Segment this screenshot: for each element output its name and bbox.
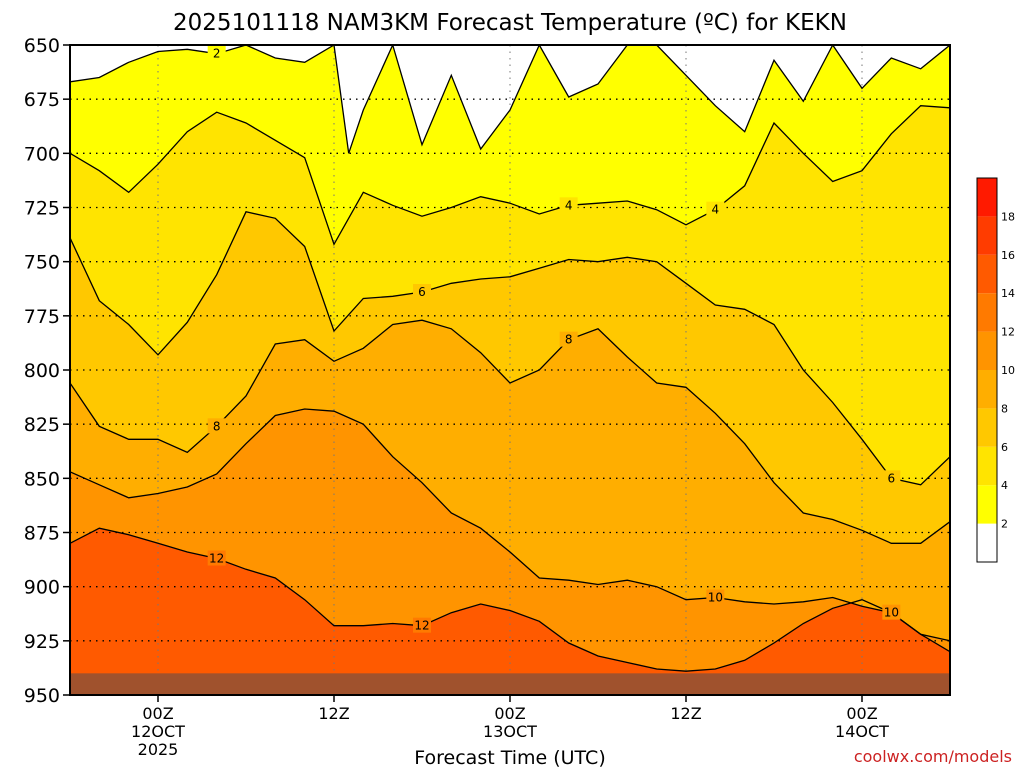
y-tick-label-675: 675 — [24, 89, 60, 111]
y-tick-label-875: 875 — [24, 523, 60, 545]
contour-label-bg-12-0 — [207, 550, 226, 566]
contour-labels: 2 4 4 6 6 8 8 10 10 12 12 — [207, 45, 901, 633]
contour-label-8-1: 8 — [213, 419, 221, 433]
contour-label-bg-12-1 — [413, 617, 431, 633]
colorbar-label-4: 4 — [1001, 479, 1008, 492]
colorbar-swatch-6 — [977, 293, 997, 332]
chart-title: 2025101118 NAM3KM Forecast Temperature (… — [173, 10, 847, 36]
contour-label-2-0: 2 — [213, 47, 221, 61]
x-tick-label-54-0: 00Z — [846, 704, 877, 723]
contour-label-bg-6-0 — [413, 284, 431, 299]
contour-label-bg-8-0 — [559, 331, 578, 347]
colorbar-swatch-1 — [977, 485, 997, 524]
colorbar-swatch-2 — [977, 446, 997, 486]
y-axis: 650 675 700 725 750 775 800 825 850 875 900 925 950 — [24, 35, 70, 707]
y-tick-label-700: 700 — [24, 143, 60, 165]
contour-label-6-1: 6 — [888, 471, 896, 485]
y-tick-label-850: 850 — [24, 468, 60, 490]
colorbar: 2 4 6 8 10 12 14 16 18 — [976, 177, 1015, 563]
colorbar-label-12: 12 — [1001, 326, 1015, 339]
x-tick-label-6-1: 12OCT — [131, 722, 185, 741]
contour-label-bg-10-1 — [706, 589, 725, 605]
x-tick-label-30-0: 00Z — [494, 704, 525, 723]
contour-label-bg-4-1 — [559, 197, 578, 213]
y-tick-label-800: 800 — [24, 360, 60, 382]
colorbar-swatch-4 — [977, 370, 997, 409]
colorbar-label-14: 14 — [1001, 287, 1015, 300]
contour-label-4-1: 4 — [565, 198, 573, 212]
contour-lines — [70, 45, 950, 672]
contour-label-4-0: 4 — [712, 203, 720, 217]
contour-label-10-1: 10 — [708, 591, 723, 605]
y-tick-label-825: 825 — [24, 414, 60, 436]
x-tick-label-6-2: 2025 — [138, 740, 179, 759]
colorbar-swatch-7 — [977, 254, 997, 294]
y-tick-label-950: 950 — [24, 685, 60, 707]
contour-label-12-0: 12 — [209, 552, 224, 566]
contour-label-bg-10-0 — [882, 604, 901, 620]
x-tick-label-54-1: 14OCT — [835, 722, 889, 741]
x-tick-label-18-0: 12Z — [318, 704, 349, 723]
contour-label-bg-4-0 — [706, 201, 725, 217]
fill-band-below-2 — [70, 45, 950, 154]
y-tick-label-775: 775 — [24, 306, 60, 328]
y-tick-label-925: 925 — [24, 631, 60, 653]
colorbar-label-10: 10 — [1001, 364, 1015, 377]
colorbar-label-18: 18 — [1001, 210, 1015, 223]
x-tick-label-30-1: 13OCT — [483, 722, 537, 741]
colorbar-label-2: 2 — [1001, 518, 1008, 531]
ground-surface — [70, 673, 950, 695]
colorbar-swatch-8 — [977, 216, 997, 255]
contour-label-10-0: 10 — [884, 606, 899, 620]
colorbar-label-6: 6 — [1001, 441, 1008, 454]
colorbar-swatch-0 — [977, 523, 997, 562]
colorbar-label-16: 16 — [1001, 249, 1015, 262]
colorbar-label-8: 8 — [1001, 402, 1008, 415]
contour-label-8-0: 8 — [565, 333, 573, 347]
x-tick-label-6-0: 00Z — [142, 704, 173, 723]
x-tick-label-42-0: 12Z — [670, 704, 701, 723]
x-axis-label: Forecast Time (UTC) — [414, 747, 605, 768]
site-credit: coolwx.com/models — [854, 747, 1012, 766]
contour-line-6 — [70, 211, 950, 486]
contour-label-6-0: 6 — [418, 285, 426, 299]
contour-line-4 — [70, 105, 950, 246]
contour-label-bg-8-1 — [207, 418, 226, 434]
y-tick-label-900: 900 — [24, 577, 60, 599]
contour-label-bg-6-1 — [882, 470, 901, 486]
y-tick-label-725: 725 — [24, 198, 60, 220]
colorbar-frame — [976, 177, 998, 563]
contour-label-12-1: 12 — [414, 619, 429, 633]
y-tick-label-750: 750 — [24, 252, 60, 274]
colorbar-swatch-5 — [977, 331, 997, 370]
colorbar-swatch-9 — [977, 178, 997, 217]
y-tick-label-650: 650 — [24, 35, 60, 57]
colorbar-swatch-3 — [977, 408, 997, 447]
contour-line-10 — [70, 408, 950, 642]
contour-label-bg-2-0 — [207, 45, 226, 61]
grid-lines — [70, 45, 950, 695]
